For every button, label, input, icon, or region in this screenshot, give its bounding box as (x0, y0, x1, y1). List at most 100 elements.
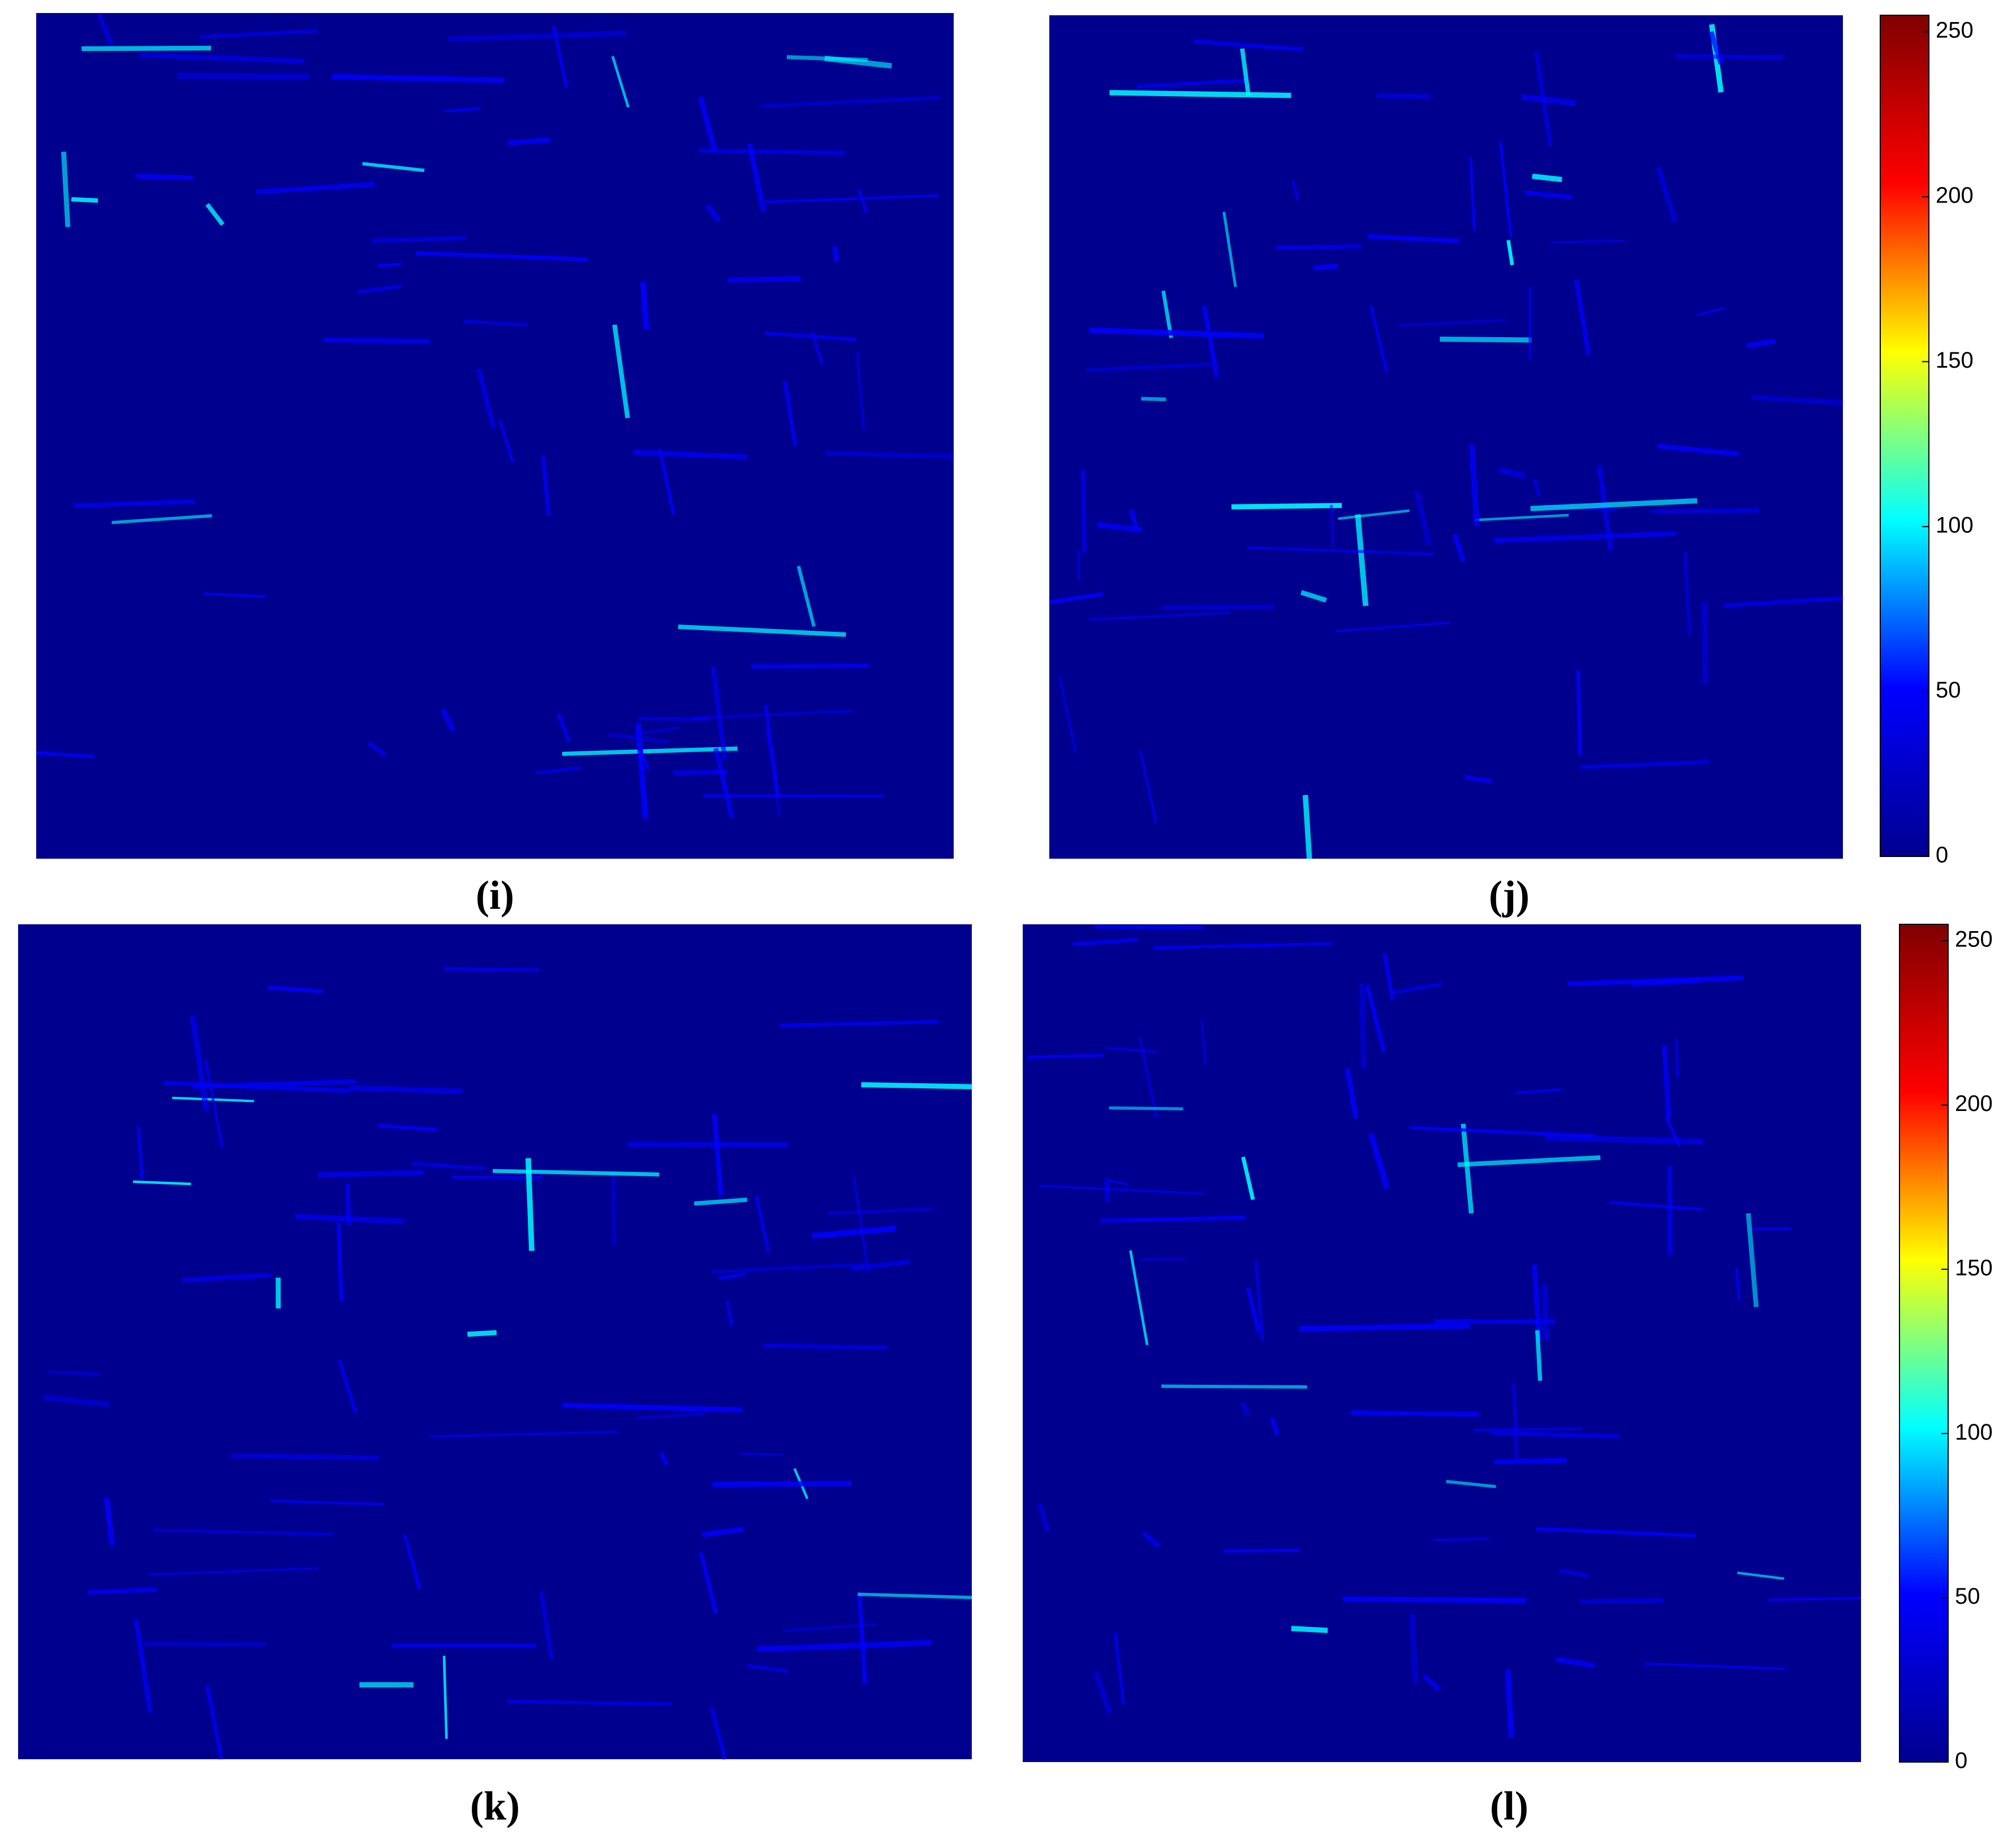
texture-streak (476, 368, 496, 429)
colorbar-tick-label: 50 (1936, 678, 1961, 703)
texture-streak (739, 1452, 784, 1456)
texture-streak (200, 29, 318, 39)
texture-streak (1751, 394, 1843, 406)
texture-streak (1549, 239, 1625, 244)
texture-streak (1422, 1674, 1441, 1692)
texture-streak (1457, 1155, 1601, 1168)
texture-streak (827, 1207, 934, 1215)
texture-streak (377, 262, 402, 268)
texture-streak (709, 1707, 727, 1760)
texture-streak (1701, 601, 1708, 684)
colorbar (1880, 15, 1929, 857)
texture-streak (1558, 1568, 1589, 1578)
texture-streak (367, 740, 387, 757)
texture-streak (764, 704, 780, 798)
texture-streak (712, 1263, 865, 1273)
colorbar-tick-label: 100 (1955, 1420, 1993, 1445)
texture-streak (231, 1453, 378, 1461)
texture-streak (1291, 1626, 1328, 1633)
texture-streak (1474, 1427, 1582, 1431)
texture-streak (858, 1592, 972, 1600)
texture-streak (331, 74, 505, 83)
texture-streak (324, 338, 430, 344)
texture-streak (1241, 1156, 1255, 1200)
heatmap-background (1023, 924, 1861, 1762)
texture-streak (556, 713, 571, 743)
texture-streak (855, 352, 865, 430)
texture-streak (608, 733, 667, 744)
texture-streak (747, 1664, 789, 1673)
panel-label: (i) (476, 873, 514, 918)
texture-streak (725, 1300, 734, 1326)
texture-streak (1193, 39, 1303, 51)
texture-streak (1138, 1037, 1158, 1118)
texture-streak (104, 1497, 115, 1545)
texture-streak (718, 1272, 747, 1281)
texture-streak (1037, 1504, 1050, 1532)
texture-streak (1300, 590, 1327, 603)
texture-streak (415, 251, 588, 262)
texture-streak (1574, 279, 1591, 356)
texture-streak (378, 1123, 437, 1132)
texture-streak (1088, 611, 1230, 621)
texture-streak (539, 1592, 554, 1659)
texture-streak (1446, 1480, 1496, 1488)
texture-streak (1129, 1250, 1149, 1346)
texture-streak (442, 1656, 448, 1739)
texture-streak (1768, 1597, 1862, 1601)
texture-streak (832, 246, 839, 261)
texture-streak (857, 1594, 868, 1685)
texture-streak (1505, 1669, 1514, 1738)
texture-streak (205, 203, 225, 226)
texture-streak (611, 1173, 616, 1246)
texture-streak (699, 1552, 718, 1614)
texture-streak (192, 1079, 357, 1089)
texture-streak (1461, 1123, 1474, 1214)
texture-streak (713, 748, 735, 819)
texture-streak (1201, 305, 1219, 377)
texture-streak (1299, 1323, 1471, 1332)
texture-streak (1291, 180, 1299, 200)
texture-streak (1475, 514, 1569, 522)
texture-streak (411, 1161, 485, 1170)
texture-streak (552, 25, 568, 88)
texture-streak (463, 320, 528, 327)
texture-streak (1536, 1527, 1696, 1537)
texture-streak (61, 152, 71, 227)
texture-streak (1254, 1260, 1265, 1342)
texture-streak (1498, 140, 1513, 238)
texture-streak (139, 52, 304, 64)
texture-streak (1382, 953, 1395, 1000)
texture-streak (779, 1019, 938, 1028)
texture-streak (133, 1619, 153, 1713)
texture-streak (1409, 1613, 1418, 1684)
texture-streak (153, 1528, 334, 1536)
texture-streak (317, 1170, 424, 1178)
texture-streak (659, 1452, 669, 1466)
texture-streak (1231, 503, 1342, 510)
texture-streak (1240, 48, 1251, 96)
texture-streak (1532, 173, 1562, 182)
texture-streak (256, 182, 375, 195)
texture-streak (562, 1402, 743, 1412)
texture-streak (764, 331, 856, 342)
texture-streak (1737, 1571, 1785, 1580)
texture-streak (444, 107, 481, 113)
texture-streak (429, 1430, 618, 1438)
texture-streak (1468, 444, 1480, 527)
texture-streak (764, 194, 940, 203)
texture-streak (1579, 1597, 1664, 1604)
texture-streak (362, 162, 425, 173)
texture-streak (1409, 1126, 1595, 1138)
texture-streak (1345, 1068, 1359, 1119)
texture-streak (857, 189, 868, 214)
texture-streak (1368, 234, 1460, 244)
texture-streak (633, 450, 747, 460)
texture-streak (1644, 1662, 1785, 1670)
texture-streak (693, 1198, 748, 1206)
texture-streak (1153, 942, 1332, 950)
texture-streak (1464, 775, 1493, 783)
texture-streak (712, 1480, 852, 1487)
texture-streak (1530, 498, 1698, 511)
texture-streak (1556, 1656, 1595, 1669)
